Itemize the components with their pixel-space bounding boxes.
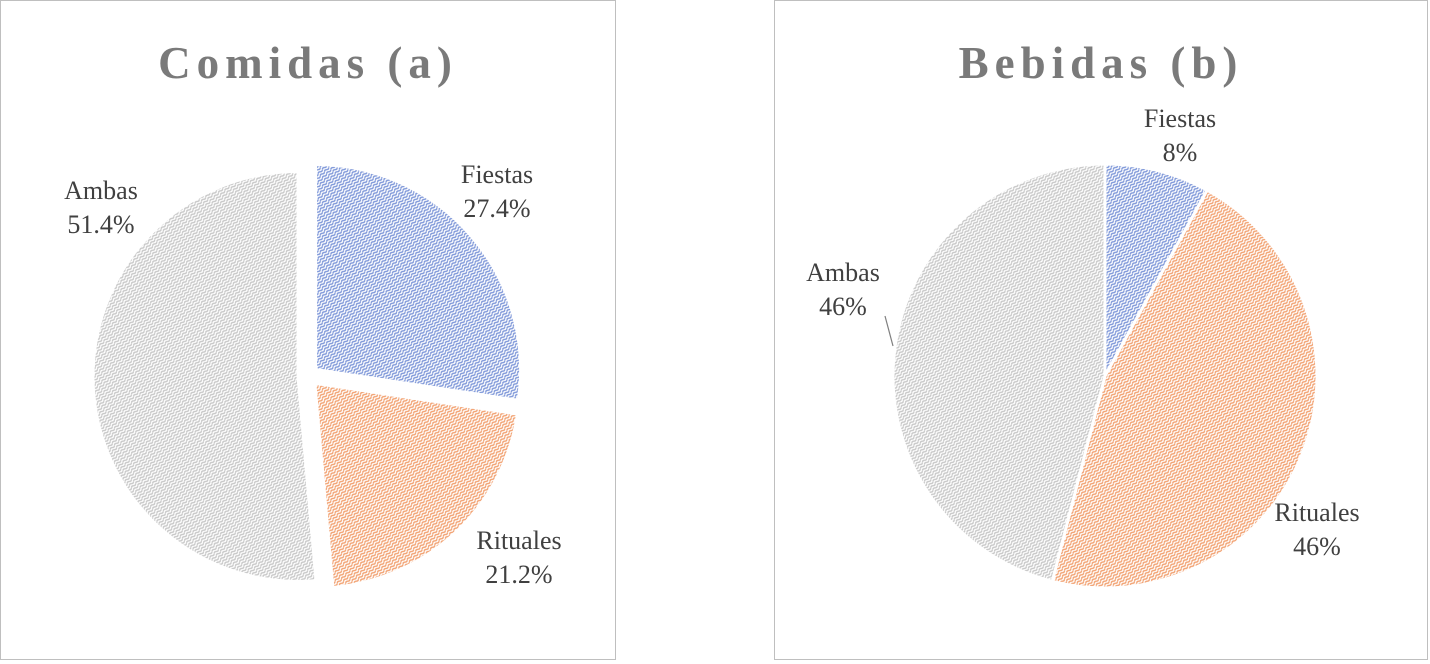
- chart-panel-bebidas: Bebidas (b) Fiestas 8% Rituales 46% Ambas 46%: [774, 0, 1428, 660]
- pie-slice-ambas: [91, 169, 318, 583]
- slice-label-fiestas: Fiestas: [1144, 104, 1216, 133]
- slice-value-label-rituales: 21.2%: [485, 560, 552, 589]
- leader-line: [884, 315, 894, 347]
- slice-label-rituales: Rituales: [1274, 498, 1359, 527]
- pie-chart-bebidas: Fiestas 8% Rituales 46% Ambas 46%: [806, 104, 1360, 590]
- chart-title: Comidas (a): [158, 38, 458, 88]
- pie-slice-rituales: [313, 381, 520, 590]
- pie-slice-rituales: [1050, 188, 1319, 590]
- chart-panel-comidas: Comidas (a) Fiestas 27.4% Rituales 21.2% Amb…: [0, 0, 616, 660]
- slice-label-fiestas: Fiestas: [461, 160, 533, 189]
- slice-value-label-ambas: 51.4%: [67, 210, 134, 239]
- pie-slice-fiestas: [1103, 162, 1210, 377]
- pie-slice-fiestas: [314, 162, 523, 402]
- slice-label-ambas: Ambas: [806, 258, 880, 287]
- slice-value-label-fiestas: 27.4%: [463, 194, 530, 223]
- slice-value-label-fiestas: 8%: [1163, 138, 1198, 167]
- pie-chart-comidas: Fiestas 27.4% Rituales 21.2% Ambas 51.4%: [64, 160, 562, 590]
- chart-title: Bebidas (b): [958, 38, 1244, 88]
- pie-slice-ambas: [891, 162, 1107, 584]
- slice-label-ambas: Ambas: [64, 176, 138, 205]
- slice-label-rituales: Rituales: [476, 526, 561, 555]
- slice-value-label-ambas: 46%: [819, 292, 867, 321]
- slice-value-label-rituales: 46%: [1293, 532, 1341, 561]
